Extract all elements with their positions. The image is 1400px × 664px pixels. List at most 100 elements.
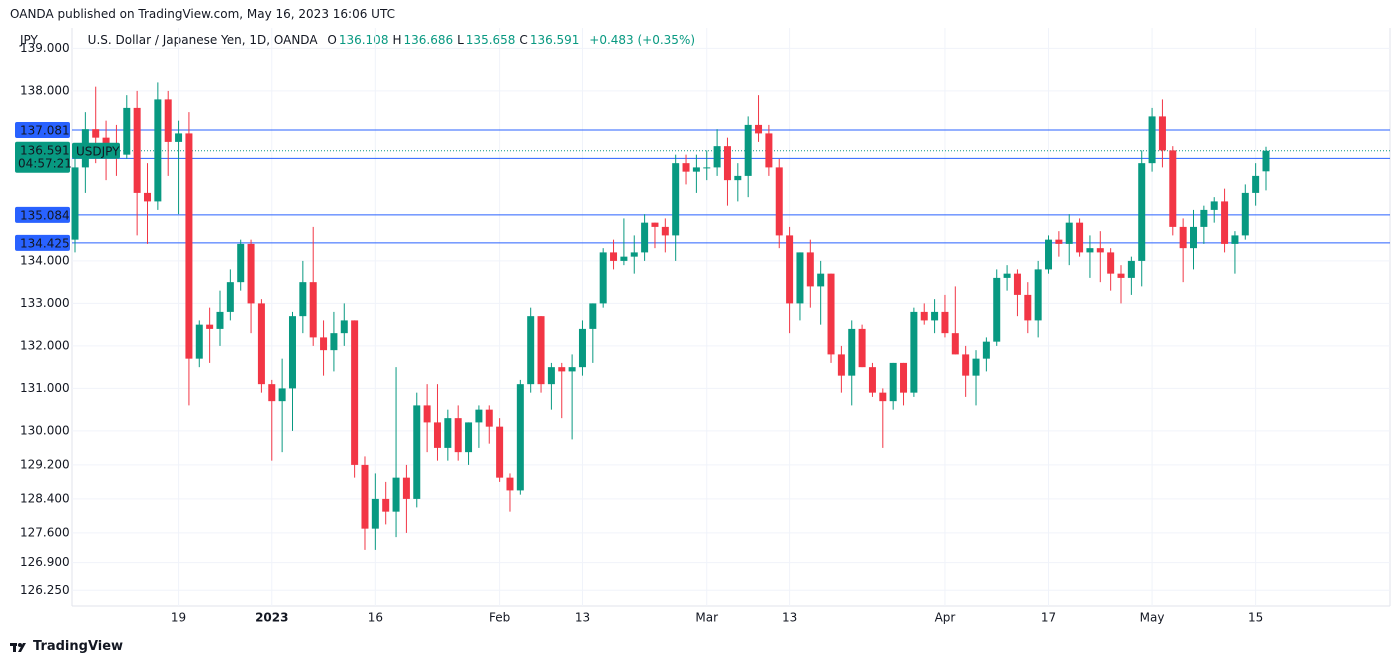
candle-body [423,405,431,423]
candle-body [454,418,462,453]
candle-body [1262,150,1270,172]
candle-body [309,282,317,338]
candle-body [340,320,348,334]
candle-body [527,316,535,385]
x-tick-label: Mar [695,611,718,625]
x-tick-label: Feb [489,611,510,625]
y-tick-label: 133.000 [20,296,70,310]
candle-body [599,252,607,304]
candle-body [993,277,1001,342]
candle-body [765,133,773,168]
candle-body [641,222,649,253]
candle-body [910,311,918,393]
candle-body [982,341,990,359]
candle-body [1024,294,1032,321]
candle-body [1107,252,1115,274]
candle-body [744,124,752,176]
candle-body [620,256,628,261]
y-tick-label: 131.000 [20,381,70,395]
ohlc-key: O [327,33,337,47]
candle-body [185,133,193,359]
candle-body [154,99,162,202]
level-label-bg [15,121,70,138]
candle-body [175,133,183,142]
candle-body [392,477,400,512]
candle-body [558,367,566,372]
candle-body [610,252,618,261]
candle-body [703,167,711,169]
level-label: 137.081 [20,123,70,137]
candle-body [837,354,845,376]
x-tick-label: Apr [935,611,956,625]
x-tick-label: 13 [575,611,590,625]
level-label: 135.084 [20,208,70,222]
candle-body [1158,116,1166,151]
candle-body [288,316,296,389]
candle-body [775,167,783,236]
last-price-label: 136.591 [20,143,70,157]
candle-body [195,324,203,359]
candle-body [1200,209,1208,227]
candle-body [1190,226,1198,249]
candle-body [1045,239,1053,270]
candle-body [630,252,638,257]
y-tick-label: 138.000 [20,83,70,97]
candle-body [786,235,794,304]
candle-body [661,226,669,236]
y-tick-label: 134.000 [20,253,70,267]
candle-body [941,311,949,334]
y-tick-label: 139.000 [20,41,70,55]
candle-body [796,252,804,304]
x-tick-label: May [1140,611,1165,625]
candle-body [682,163,690,172]
y-tick-label: 130.000 [20,423,70,437]
x-tick-label: 15 [1248,611,1263,625]
x-tick-label: 19 [171,611,186,625]
candle-body [1231,235,1239,244]
candle-body [1055,239,1063,244]
candle-body [848,328,856,376]
candle-body [900,362,908,393]
logo [10,642,26,652]
candle-body [962,354,970,376]
candle-body [278,388,286,402]
candle-body [320,337,328,351]
candle-body [723,146,731,181]
candle-body [496,426,504,478]
countdown-label: 04:57:21 [18,156,72,170]
candle-body [268,384,276,402]
legend-header: JPY U.S. Dollar / Japanese Yen, 1D, OAND… [20,33,701,47]
candle-body [433,422,441,448]
candle-body [755,124,763,134]
brand: TradingView [33,639,124,654]
candle-body [206,324,214,329]
candle-body [164,99,172,142]
published-note: OANDA published on TradingView.com, May … [10,7,395,21]
chart-title: U.S. Dollar / Japanese Yen, 1D, OANDA [87,33,318,47]
candle-body [827,273,835,355]
candle-body [972,358,980,376]
candle-body [858,328,866,368]
candle-body [1096,248,1104,253]
footer: TradingView [10,639,123,654]
candle-body [402,477,410,499]
candle-body [1241,192,1249,236]
symbol-bg [72,142,120,159]
candle-body [889,362,897,402]
currency: JPY [20,33,38,47]
candle-body [351,320,359,465]
candle-body [568,367,576,372]
candle-body [216,311,224,329]
ohlc-key: H [392,33,402,47]
candle-body [475,409,483,423]
candle-body [516,384,524,491]
y-tick-label: 129.200 [20,457,70,471]
candle-body [537,316,545,385]
candle-body [1117,273,1125,278]
candle-body [1221,201,1229,244]
y-tick-label: 132.000 [20,338,70,352]
x-tick-label: 13 [782,611,797,625]
candle-body [1138,163,1146,261]
candle-body [330,333,338,351]
